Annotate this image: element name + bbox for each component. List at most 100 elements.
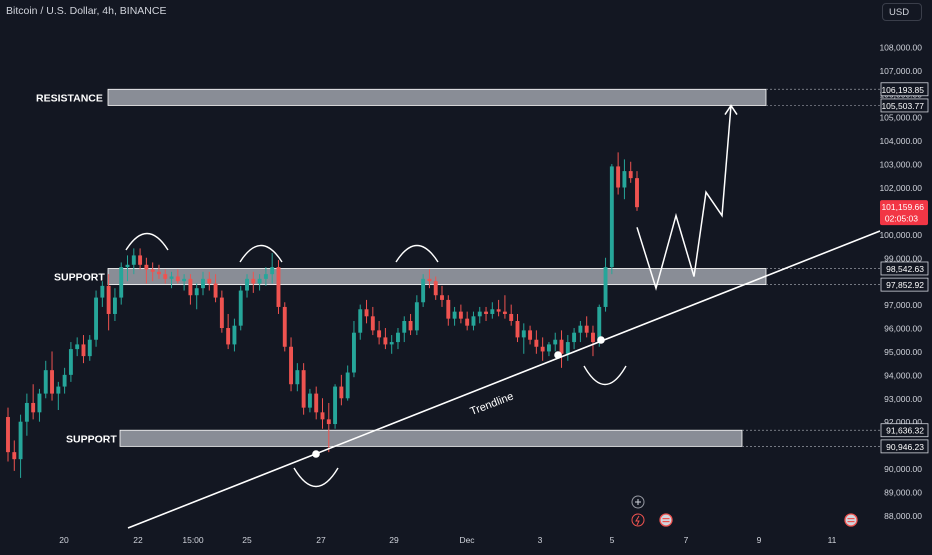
currency-button[interactable]: USD	[882, 3, 922, 21]
pattern-arc	[125, 233, 169, 251]
candle-body	[37, 393, 42, 413]
candle	[131, 248, 136, 275]
price-tick-label: 88,000.00	[884, 511, 922, 521]
candle	[515, 313, 520, 343]
candle	[616, 152, 621, 195]
candle	[282, 302, 287, 352]
candle-body	[484, 311, 488, 314]
candle	[559, 330, 564, 368]
zone-price-label: 105,503.77	[881, 101, 924, 111]
candle-body	[521, 330, 526, 338]
time-tick-label: 7	[684, 535, 689, 545]
candle-body	[112, 297, 117, 314]
candle-body	[56, 386, 61, 394]
candle	[490, 302, 495, 319]
economic-event-flag-icon[interactable]	[844, 513, 858, 527]
candle	[370, 306, 375, 336]
candle-body	[364, 309, 369, 317]
trendline-touch-point	[597, 336, 605, 344]
candle-body	[609, 166, 614, 268]
candle-body	[81, 344, 86, 357]
candle-body	[622, 171, 627, 188]
candle-body	[471, 316, 476, 326]
candle	[125, 255, 130, 282]
candle-body	[452, 311, 457, 319]
candle	[144, 257, 149, 284]
candle-body	[540, 346, 545, 352]
candle	[345, 365, 350, 401]
candle	[62, 367, 67, 394]
candle-body	[106, 285, 111, 314]
candle-body	[6, 417, 10, 453]
candle-body	[307, 393, 312, 408]
candles-layer	[6, 152, 639, 478]
candle-body	[578, 325, 583, 333]
economic-event-flag-icon[interactable]	[659, 513, 673, 527]
lightning-icon-ring	[631, 513, 645, 527]
candle	[18, 414, 23, 478]
candle	[326, 402, 331, 453]
candle	[584, 316, 589, 338]
candle-body	[389, 342, 394, 345]
candle	[263, 267, 268, 286]
projection-path[interactable]	[636, 105, 732, 291]
time-tick-label: Dec	[459, 535, 475, 545]
time-axis[interactable]: 20 22 15:00 25 27 29 Dec 3 5 7 9 11	[59, 495, 858, 545]
candle-body	[119, 267, 124, 298]
candle-body	[219, 297, 224, 329]
event-plus-icon[interactable]	[631, 495, 645, 509]
candle	[56, 381, 61, 410]
current-price-label: 101,159.66	[881, 202, 924, 212]
price-tick-label: 100,000.00	[879, 230, 922, 240]
zone-price-label: 91,636.32	[886, 426, 924, 436]
candle	[534, 330, 539, 354]
zone-2[interactable]	[119, 429, 743, 447]
trendline[interactable]	[127, 230, 881, 529]
candle	[377, 320, 382, 345]
price-axis[interactable]: 108,000.00107,000.00106,000.00105,000.00…	[879, 42, 929, 521]
candle-body	[18, 421, 23, 460]
candle	[635, 171, 639, 211]
candle	[572, 328, 577, 350]
candle	[68, 342, 73, 382]
candle	[333, 384, 338, 429]
candle-body	[333, 386, 338, 425]
candle	[100, 281, 105, 307]
time-tick-label: 27	[316, 535, 326, 545]
candle-body	[326, 419, 331, 425]
candle-body	[427, 278, 432, 282]
candle	[452, 306, 457, 326]
trendline-touch-point	[554, 351, 562, 359]
price-tick-label: 103,000.00	[879, 160, 922, 170]
zone-price-box	[880, 98, 929, 113]
current-price-tag	[880, 200, 928, 226]
candle	[150, 262, 155, 282]
candle	[440, 285, 444, 307]
symbol-title: Bitcoin / U.S. Dollar, 4h, BINANCE	[6, 5, 167, 17]
zone-label-2: SUPPORT	[66, 433, 117, 445]
price-tick-label: 99,000.00	[884, 253, 922, 263]
candle-body	[352, 332, 356, 373]
candle	[157, 264, 161, 279]
candle	[396, 328, 400, 350]
candle	[251, 271, 256, 293]
price-tick-label: 105,000.00	[879, 113, 922, 123]
candle-body	[396, 332, 400, 343]
candle-body	[408, 320, 413, 331]
candle	[458, 304, 463, 324]
candle-body	[276, 267, 281, 307]
candle-body	[226, 328, 231, 345]
candle-body	[201, 278, 205, 289]
candle-body	[175, 276, 180, 282]
candle-body	[339, 386, 344, 399]
candle-body	[289, 346, 293, 385]
price-tick-label: 107,000.00	[879, 66, 922, 76]
candle-body	[295, 370, 300, 385]
candle-body	[270, 267, 275, 275]
candle	[75, 337, 80, 357]
candle-body	[169, 276, 174, 279]
zone-0[interactable]	[107, 88, 767, 106]
event-lightning-icon[interactable]	[631, 513, 645, 527]
candle-body	[144, 264, 149, 270]
